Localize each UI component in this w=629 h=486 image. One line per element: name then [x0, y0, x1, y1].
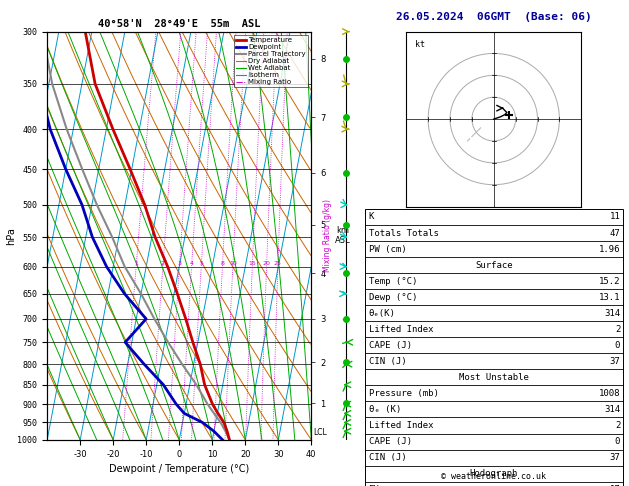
Text: 2: 2: [615, 325, 620, 334]
Text: Most Unstable: Most Unstable: [459, 373, 529, 382]
Text: θₑ (K): θₑ (K): [369, 405, 401, 414]
Text: 25: 25: [274, 261, 282, 266]
Text: 4: 4: [189, 261, 194, 266]
Text: 5: 5: [199, 261, 203, 266]
Text: CAPE (J): CAPE (J): [369, 437, 411, 446]
Title: 40°58'N  28°49'E  55m  ASL: 40°58'N 28°49'E 55m ASL: [98, 19, 260, 30]
Text: 8: 8: [221, 261, 225, 266]
Text: © weatheronline.co.uk: © weatheronline.co.uk: [442, 472, 546, 481]
Text: 20: 20: [263, 261, 270, 266]
Text: 314: 314: [604, 405, 620, 414]
Text: 15.2: 15.2: [599, 277, 620, 286]
Text: 2: 2: [615, 421, 620, 430]
Text: LCL: LCL: [313, 429, 326, 437]
Text: Lifted Index: Lifted Index: [369, 325, 433, 334]
Text: CAPE (J): CAPE (J): [369, 341, 411, 350]
Text: CIN (J): CIN (J): [369, 453, 406, 462]
Text: 15: 15: [248, 261, 256, 266]
Text: 1.96: 1.96: [599, 244, 620, 254]
Y-axis label: hPa: hPa: [6, 227, 16, 244]
Text: 3: 3: [177, 261, 181, 266]
Text: 37: 37: [610, 453, 620, 462]
Text: 47: 47: [610, 228, 620, 238]
Text: kt: kt: [415, 40, 425, 50]
Text: Dewp (°C): Dewp (°C): [369, 293, 417, 302]
Text: 26.05.2024  06GMT  (Base: 06): 26.05.2024 06GMT (Base: 06): [396, 12, 592, 22]
Text: Totals Totals: Totals Totals: [369, 228, 438, 238]
Text: K: K: [369, 212, 374, 222]
Text: 10: 10: [229, 261, 237, 266]
Text: Lifted Index: Lifted Index: [369, 421, 433, 430]
Text: 11: 11: [610, 212, 620, 222]
Text: EH: EH: [369, 485, 379, 486]
Text: Mixing Ratio (g/kg): Mixing Ratio (g/kg): [323, 199, 331, 272]
Text: θₑ(K): θₑ(K): [369, 309, 396, 318]
Text: Pressure (mb): Pressure (mb): [369, 389, 438, 398]
Text: Temp (°C): Temp (°C): [369, 277, 417, 286]
Text: 2: 2: [161, 261, 165, 266]
Text: Hodograph: Hodograph: [470, 469, 518, 478]
Legend: Temperature, Dewpoint, Parcel Trajectory, Dry Adiabat, Wet Adiabat, Isotherm, Mi: Temperature, Dewpoint, Parcel Trajectory…: [233, 35, 308, 87]
Text: Surface: Surface: [475, 260, 513, 270]
Text: CIN (J): CIN (J): [369, 357, 406, 366]
Text: 314: 314: [604, 309, 620, 318]
Text: 0: 0: [615, 341, 620, 350]
Text: 13.1: 13.1: [599, 293, 620, 302]
Text: 1: 1: [134, 261, 138, 266]
Text: 37: 37: [610, 357, 620, 366]
X-axis label: Dewpoint / Temperature (°C): Dewpoint / Temperature (°C): [109, 464, 249, 474]
Text: 0: 0: [615, 437, 620, 446]
Text: 1008: 1008: [599, 389, 620, 398]
Y-axis label: km
ASL: km ASL: [335, 226, 350, 245]
Text: 17: 17: [610, 485, 620, 486]
Text: PW (cm): PW (cm): [369, 244, 406, 254]
